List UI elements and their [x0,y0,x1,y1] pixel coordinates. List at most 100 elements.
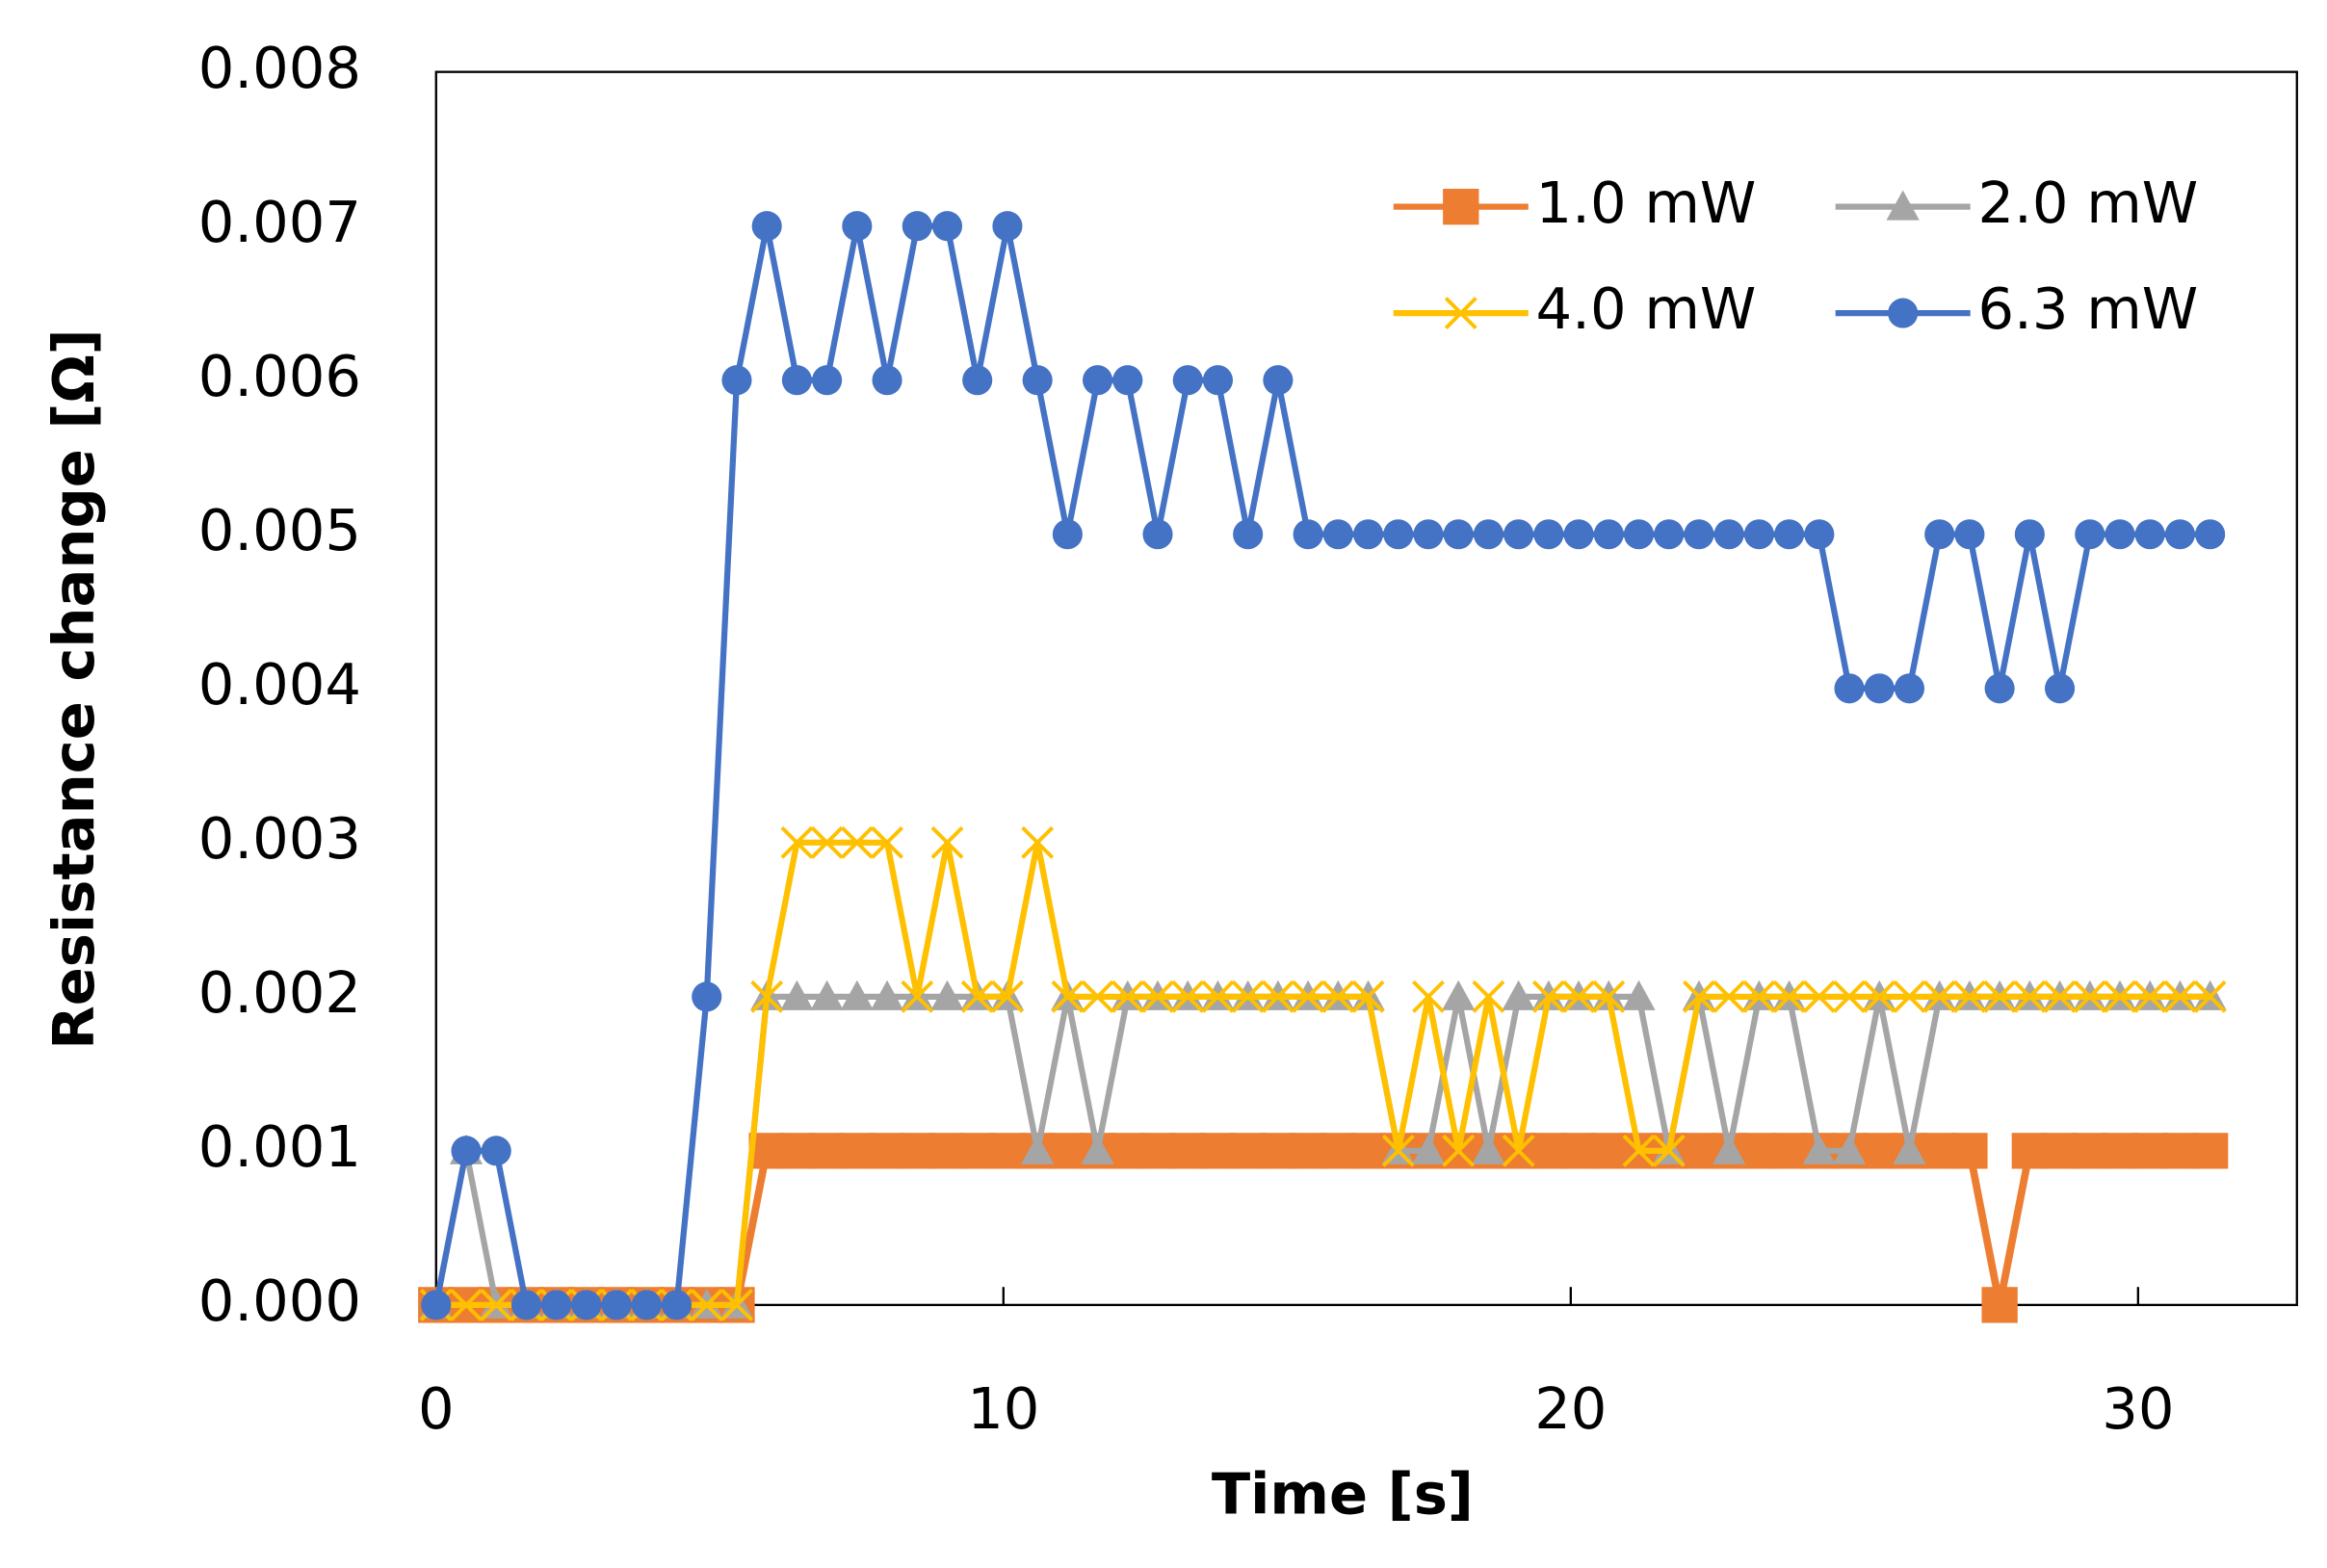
marker [2131,1133,2168,1169]
marker [2043,980,2077,1013]
legend-label: 2.0 mW [1977,170,2198,236]
marker [1260,1133,1296,1169]
marker [1502,980,1535,1010]
marker [869,1133,905,1169]
marker [1112,365,1143,396]
marker [421,1290,452,1320]
marker [571,1290,602,1320]
y-tick-label: 0.007 [198,189,361,255]
marker [481,1136,511,1166]
marker [1861,1133,1897,1169]
marker [1231,980,1265,1013]
marker [1111,980,1144,1013]
marker [1413,519,1444,550]
marker [1172,365,1203,396]
marker [1472,1134,1505,1164]
marker [1774,519,1805,550]
marker [1954,519,1985,550]
marker [1981,1287,2018,1323]
marker [1832,1134,1867,1164]
legend-marker [1443,189,1479,225]
marker [1802,980,1836,1013]
marker [1922,1133,1958,1169]
marker [992,211,1023,242]
marker [1383,519,1414,550]
x-tick-label: 30 [2102,1375,2174,1442]
legend-label: 6.3 mW [1977,275,2198,342]
marker [1622,980,1656,1010]
marker [902,211,932,242]
marker [930,980,964,1010]
marker [1924,519,1955,550]
series-markers [421,211,2226,1320]
marker [1833,980,1866,1013]
marker [1654,519,1685,550]
marker [2164,519,2195,550]
marker [931,211,963,242]
marker [1740,1133,1778,1169]
marker [842,211,873,242]
marker [2072,1133,2108,1169]
y-axis-label: Resistance change [Ω] [40,328,107,1050]
marker [1562,980,1596,1013]
marker [1081,980,1114,1013]
marker [2191,1133,2229,1169]
marker [1171,980,1205,1013]
plot-frame [434,70,2298,1307]
marker [1142,519,1173,550]
x-axis-label: Time [s] [1212,1461,1474,1528]
marker [1770,1133,1808,1169]
marker [1893,1134,1926,1164]
marker [510,1290,541,1320]
marker [781,365,812,396]
marker [1290,1133,1326,1169]
marker [1772,980,1806,1013]
marker [2011,1133,2049,1169]
marker [1684,519,1714,550]
marker [451,1136,482,1166]
marker [1083,365,1113,396]
marker [2075,519,2105,550]
marker [450,1288,483,1321]
marker [1021,1134,1055,1164]
legend-marker [1444,297,1477,330]
series-line [435,1146,2210,1309]
marker [1321,980,1355,1013]
marker [1230,1133,1267,1169]
marker [1592,980,1626,1013]
marker [1742,980,1776,1013]
marker [1834,673,1865,704]
marker [1894,673,1925,704]
marker [1233,519,1264,550]
marker [1320,1133,1356,1169]
marker [810,980,844,1010]
marker [1022,365,1053,396]
marker [2163,980,2197,1013]
marker [962,365,993,396]
marker [930,825,964,859]
marker [1051,980,1085,1013]
marker [1952,980,1986,1013]
y-tick-label: 0.001 [198,1113,361,1180]
marker [2041,1133,2079,1169]
legend-marker [1888,298,1919,328]
y-tick-label: 0.003 [198,805,361,872]
marker [1442,980,1476,1010]
marker [1893,980,1926,1013]
marker [1863,980,1896,1013]
x-tick-label: 20 [1534,1375,1607,1442]
marker [1049,1133,1086,1169]
marker [960,980,994,1013]
marker [1199,1133,1237,1169]
marker [870,980,904,1010]
marker [901,980,934,1013]
marker [810,825,844,859]
marker [1473,519,1503,550]
marker [1622,1134,1656,1167]
marker [1351,980,1385,1013]
marker [1201,980,1235,1013]
marker [1141,980,1174,1013]
marker [1590,1133,1627,1169]
marker [2193,980,2227,1013]
